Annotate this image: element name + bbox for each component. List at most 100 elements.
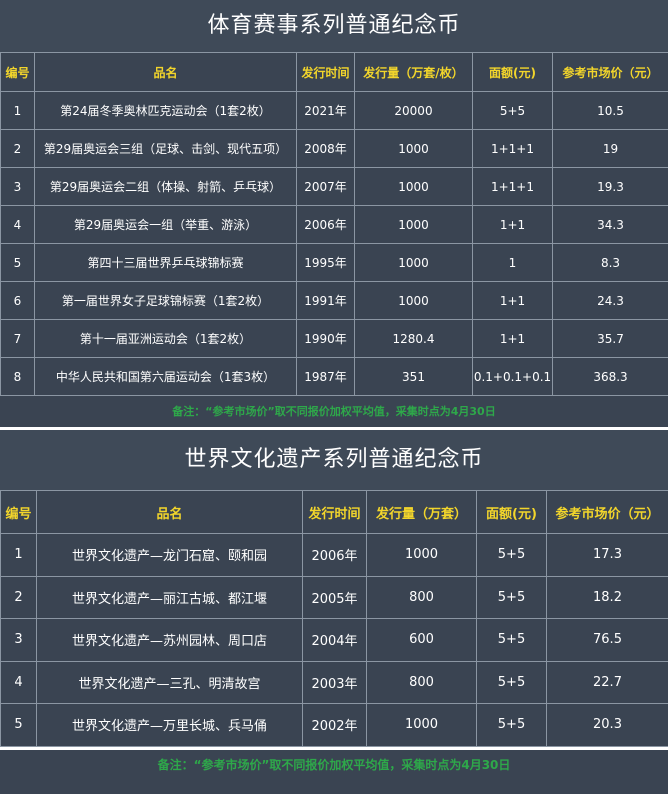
sports-series-title: 体育赛事系列普通纪念币 bbox=[0, 0, 668, 52]
cell-market-price: 76.5 bbox=[546, 618, 668, 662]
header-denomination: 面额(元) bbox=[476, 490, 547, 534]
cell-number: 7 bbox=[0, 319, 35, 358]
cell-denomination: 0.1+0.1+0.1 bbox=[472, 357, 553, 396]
cell-name: 中华人民共和国第六届运动会（1套3枚） bbox=[34, 357, 297, 396]
cell-market-price: 19 bbox=[552, 129, 668, 168]
cell-issue-date: 2004年 bbox=[302, 618, 367, 662]
header-issue-volume: 发行量（万套/枚） bbox=[354, 52, 473, 92]
cell-denomination: 5+5 bbox=[476, 618, 547, 662]
header-issue-date: 发行时间 bbox=[302, 490, 367, 534]
cell-market-price: 22.7 bbox=[546, 660, 668, 704]
cell-issue-date: 1987年 bbox=[296, 357, 355, 396]
cell-name: 第29届奥运会二组（体操、射箭、乒乓球） bbox=[34, 167, 297, 206]
cell-issue-volume: 20000 bbox=[354, 91, 473, 130]
table-row: 7 第十一届亚洲运动会（1套2枚） 1990年 1280.4 1+1 35.7 bbox=[0, 319, 668, 358]
cell-number: 1 bbox=[0, 91, 35, 130]
cell-market-price: 10.5 bbox=[552, 91, 668, 130]
header-issue-date: 发行时间 bbox=[296, 52, 355, 92]
cell-number: 1 bbox=[0, 533, 37, 577]
table-header-row: 编号 品名 发行时间 发行量（万套） 面额(元) 参考市场价（元） bbox=[0, 490, 668, 534]
cell-name: 世界文化遗产—丽江古城、都江堰 bbox=[36, 575, 303, 619]
cell-name: 第29届奥运会三组（足球、击剑、现代五项） bbox=[34, 129, 297, 168]
cell-number: 2 bbox=[0, 575, 37, 619]
header-market-price: 参考市场价（元） bbox=[546, 490, 668, 534]
cell-number: 3 bbox=[0, 618, 37, 662]
cell-issue-date: 2005年 bbox=[302, 575, 367, 619]
cell-denomination: 1+1+1 bbox=[472, 129, 553, 168]
table-row: 3 第29届奥运会二组（体操、射箭、乒乓球） 2007年 1000 1+1+1 19.3 bbox=[0, 167, 668, 206]
cell-number: 8 bbox=[0, 357, 35, 396]
heritage-coin-table: 编号 品名 发行时间 发行量（万套） 面额(元) 参考市场价（元） 1 世界文化遗… bbox=[0, 490, 668, 747]
cell-denomination: 1+1 bbox=[472, 205, 553, 244]
heritage-note: 备注：“参考市场价”取不同报价加权平均值，采集时点为4月30日 bbox=[0, 746, 668, 780]
cell-market-price: 34.3 bbox=[552, 205, 668, 244]
cell-denomination: 1+1 bbox=[472, 281, 553, 320]
table-row: 6 第一届世界女子足球锦标赛（1套2枚） 1991年 1000 1+1 24.3 bbox=[0, 281, 668, 320]
cell-issue-date: 2006年 bbox=[302, 533, 367, 577]
cell-number: 5 bbox=[0, 243, 35, 282]
cell-market-price: 8.3 bbox=[552, 243, 668, 282]
cell-number: 2 bbox=[0, 129, 35, 168]
header-name: 品名 bbox=[36, 490, 303, 534]
cell-name: 第十一届亚洲运动会（1套2枚） bbox=[34, 319, 297, 358]
cell-name: 世界文化遗产—苏州园林、周口店 bbox=[36, 618, 303, 662]
cell-name: 第24届冬季奥林匹克运动会（1套2枚） bbox=[34, 91, 297, 130]
cell-name: 世界文化遗产—三孔、明清故宫 bbox=[36, 660, 303, 704]
cell-issue-date: 2003年 bbox=[302, 660, 367, 704]
cell-issue-volume: 800 bbox=[366, 660, 477, 704]
cell-market-price: 24.3 bbox=[552, 281, 668, 320]
table-row: 8 中华人民共和国第六届运动会（1套3枚） 1987年 351 0.1+0.1+0.1 3… bbox=[0, 357, 668, 396]
table-row: 4 第29届奥运会一组（举重、游泳） 2006年 1000 1+1 34.3 bbox=[0, 205, 668, 244]
cell-denomination: 1 bbox=[472, 243, 553, 282]
cell-name: 第29届奥运会一组（举重、游泳） bbox=[34, 205, 297, 244]
header-issue-volume: 发行量（万套） bbox=[366, 490, 477, 534]
table-header-row: 编号 品名 发行时间 发行量（万套/枚） 面额(元) 参考市场价（元） bbox=[0, 52, 668, 92]
cell-issue-date: 2008年 bbox=[296, 129, 355, 168]
cell-denomination: 1+1+1 bbox=[472, 167, 553, 206]
cell-name: 第一届世界女子足球锦标赛（1套2枚） bbox=[34, 281, 297, 320]
cell-denomination: 5+5 bbox=[476, 660, 547, 704]
table-row: 4 世界文化遗产—三孔、明清故宫 2003年 800 5+5 22.7 bbox=[0, 660, 668, 704]
cell-issue-date: 2007年 bbox=[296, 167, 355, 206]
cell-issue-volume: 1000 bbox=[354, 243, 473, 282]
heritage-series-title: 世界文化遗产系列普通纪念币 bbox=[0, 430, 668, 490]
table-row: 5 世界文化遗产—万里长城、兵马俑 2002年 1000 5+5 20.3 bbox=[0, 703, 668, 747]
sports-coin-table: 编号 品名 发行时间 发行量（万套/枚） 面额(元) 参考市场价（元） 1 第24… bbox=[0, 52, 668, 396]
table-row: 1 世界文化遗产—龙门石窟、颐和园 2006年 1000 5+5 17.3 bbox=[0, 533, 668, 577]
table-row: 2 第29届奥运会三组（足球、击剑、现代五项） 2008年 1000 1+1+1 19 bbox=[0, 129, 668, 168]
cell-market-price: 19.3 bbox=[552, 167, 668, 206]
cell-issue-date: 2002年 bbox=[302, 703, 367, 747]
header-denomination: 面额(元) bbox=[472, 52, 553, 92]
table-row: 3 世界文化遗产—苏州园林、周口店 2004年 600 5+5 76.5 bbox=[0, 618, 668, 662]
cell-issue-volume: 600 bbox=[366, 618, 477, 662]
cell-issue-volume: 1280.4 bbox=[354, 319, 473, 358]
cell-market-price: 18.2 bbox=[546, 575, 668, 619]
cell-number: 4 bbox=[0, 205, 35, 244]
cell-issue-date: 1991年 bbox=[296, 281, 355, 320]
table-row: 5 第四十三届世界乒乓球锦标赛 1995年 1000 1 8.3 bbox=[0, 243, 668, 282]
cell-issue-volume: 1000 bbox=[354, 167, 473, 206]
cell-number: 4 bbox=[0, 660, 37, 704]
cell-issue-volume: 1000 bbox=[366, 533, 477, 577]
cell-issue-volume: 1000 bbox=[354, 281, 473, 320]
table-row: 1 第24届冬季奥林匹克运动会（1套2枚） 2021年 20000 5+5 10.5 bbox=[0, 91, 668, 130]
cell-name: 世界文化遗产—万里长城、兵马俑 bbox=[36, 703, 303, 747]
cell-issue-date: 2021年 bbox=[296, 91, 355, 130]
cell-denomination: 5+5 bbox=[472, 91, 553, 130]
cell-name: 世界文化遗产—龙门石窟、颐和园 bbox=[36, 533, 303, 577]
header-number: 编号 bbox=[0, 490, 37, 534]
cell-denomination: 1+1 bbox=[472, 319, 553, 358]
cell-number: 3 bbox=[0, 167, 35, 206]
cell-market-price: 20.3 bbox=[546, 703, 668, 747]
cell-market-price: 35.7 bbox=[552, 319, 668, 358]
cell-issue-date: 2006年 bbox=[296, 205, 355, 244]
cell-number: 6 bbox=[0, 281, 35, 320]
cell-denomination: 5+5 bbox=[476, 703, 547, 747]
cell-issue-volume: 351 bbox=[354, 357, 473, 396]
cell-market-price: 17.3 bbox=[546, 533, 668, 577]
header-number: 编号 bbox=[0, 52, 35, 92]
cell-market-price: 368.3 bbox=[552, 357, 668, 396]
cell-issue-date: 1995年 bbox=[296, 243, 355, 282]
cell-issue-volume: 800 bbox=[366, 575, 477, 619]
